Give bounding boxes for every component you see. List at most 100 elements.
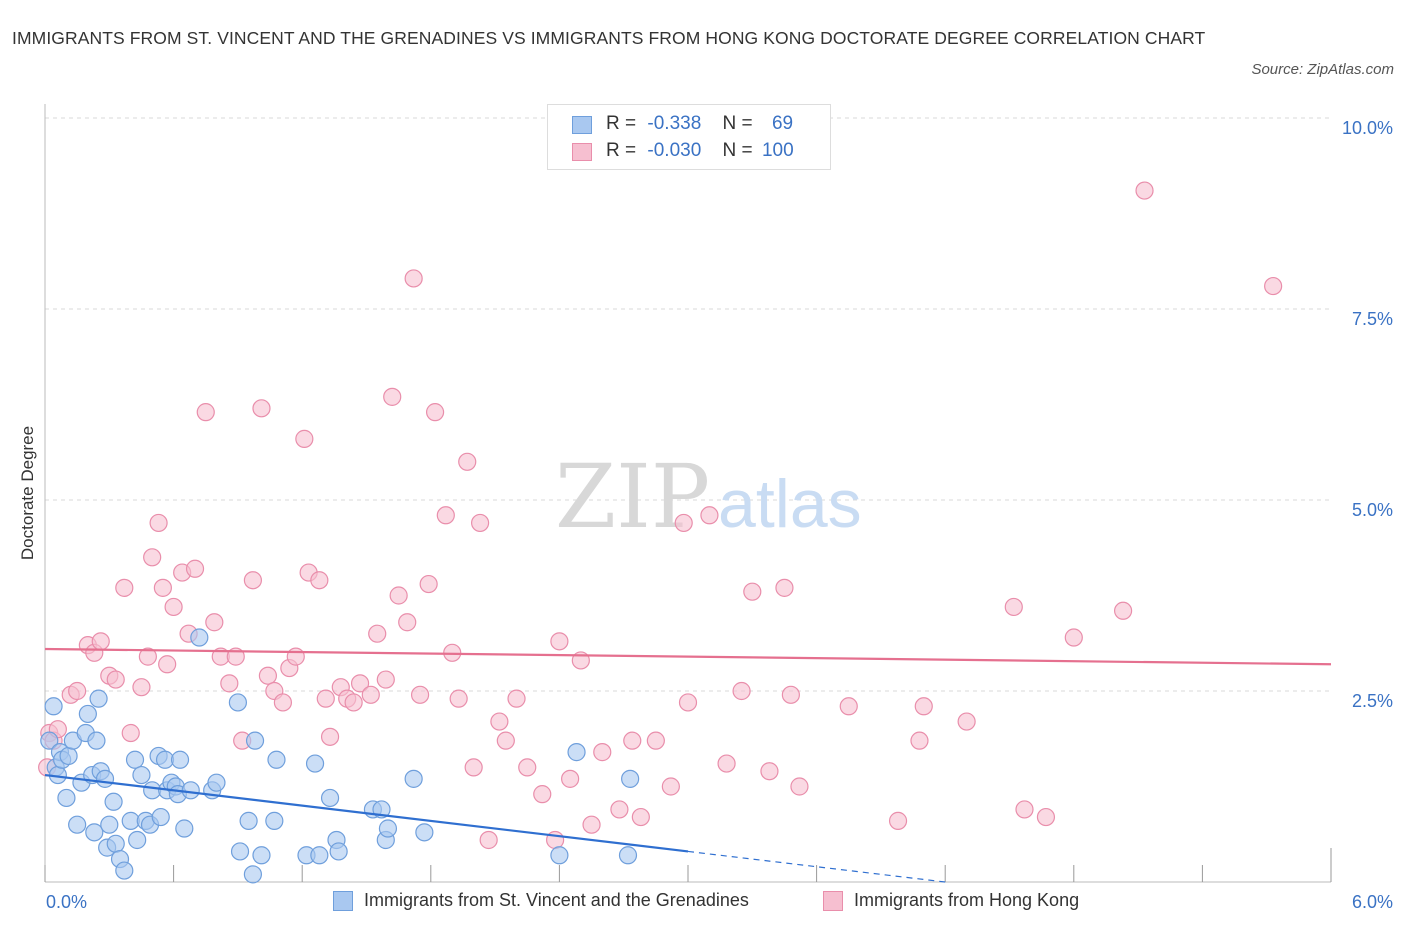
- legend-n-label: N =: [722, 113, 753, 134]
- hong-kong-point: [404, 269, 423, 288]
- st-vincent-point: [125, 750, 145, 769]
- legend-n-value: 69: [771, 113, 794, 134]
- hong-kong-point: [158, 655, 177, 674]
- hong-kong-point: [350, 674, 370, 693]
- hong-kong-point: [91, 632, 110, 651]
- st-vincent-point: [100, 815, 119, 834]
- legend-n-label: N =: [722, 140, 753, 161]
- hong-kong-point: [1113, 601, 1133, 620]
- hong-kong-point: [561, 769, 580, 788]
- hong-kong-point: [273, 693, 293, 712]
- st-vincent-point: [415, 823, 434, 842]
- st-vincent-point: [228, 693, 247, 712]
- y-axis-label: Doctorate Degree: [18, 426, 37, 560]
- hong-kong-point: [1064, 628, 1083, 647]
- hong-kong-point: [425, 403, 445, 422]
- st-vincent-point: [59, 746, 78, 766]
- hong-kong-point: [732, 681, 751, 701]
- legend-r-label: R =: [606, 113, 637, 134]
- legend-label: Immigrants from St. Vincent and the Gren…: [364, 890, 749, 910]
- st-vincent-point: [550, 846, 569, 865]
- watermark: ZIP atlas: [555, 445, 862, 548]
- hong-kong-point: [507, 689, 526, 708]
- y-tick-label: 2.5%: [1352, 691, 1393, 711]
- legend-r-label: R =: [606, 140, 637, 161]
- st-vincent-point: [104, 792, 123, 811]
- st-vincent-point: [239, 811, 258, 830]
- hong-kong-point: [1135, 181, 1154, 200]
- st-vincent-point: [89, 689, 108, 708]
- st-vincent-point: [151, 807, 170, 827]
- axis-labels: 2.5% 5.0% 7.5% 10.0% 0.0% 6.0% Doctorate Degre…: [18, 118, 1393, 912]
- hong-kong-point: [717, 754, 736, 773]
- st-vincent-point: [310, 846, 329, 865]
- source-credit: Source: ZipAtlas.com: [1251, 61, 1394, 78]
- hong-kong-point: [458, 452, 477, 471]
- chart-title: IMMIGRANTS FROM ST. VINCENT AND THE GREN…: [12, 28, 1206, 48]
- hong-kong-point: [368, 624, 387, 643]
- hong-kong-point: [153, 578, 172, 597]
- hong-kong-point: [436, 506, 455, 525]
- st-vincent-point: [267, 750, 286, 769]
- hong-kong-point: [138, 647, 157, 666]
- hong-kong-point: [344, 693, 363, 712]
- hong-kong-point: [775, 578, 794, 597]
- hong-kong-point: [490, 712, 509, 731]
- hong-kong-point: [1264, 276, 1283, 296]
- x-tick-label: 0.0%: [46, 892, 87, 912]
- hong-kong-point: [398, 613, 417, 632]
- st-vincent-point: [68, 815, 87, 834]
- hong-kong-point: [1015, 800, 1034, 819]
- hong-kong-point: [252, 399, 271, 418]
- st-vincent-point: [265, 811, 284, 830]
- st-vincent-point: [40, 731, 59, 750]
- legend-swatch-pink: [823, 891, 843, 911]
- st-vincent-point: [190, 628, 209, 647]
- hong-kong-point: [631, 807, 650, 827]
- st-vincent-point: [115, 861, 134, 880]
- hong-kong-point: [410, 685, 430, 704]
- st-vincent-point: [245, 731, 265, 750]
- hong-kong-point: [310, 571, 329, 590]
- st-vincent-point: [128, 830, 147, 850]
- hong-kong-point: [286, 647, 305, 666]
- hong-kong-point: [149, 513, 168, 533]
- hong-kong-point: [914, 697, 933, 716]
- st-vincent-point: [207, 773, 226, 792]
- hong-kong-point: [449, 689, 468, 708]
- x-tick-label: 6.0%: [1352, 892, 1393, 912]
- hong-kong-point: [888, 811, 908, 830]
- hong-kong-point: [121, 723, 140, 743]
- hong-kong-point: [957, 712, 976, 731]
- hong-kong-point: [674, 513, 693, 533]
- st-vincent-point: [87, 731, 106, 750]
- st-vincent-point: [181, 781, 200, 800]
- legend-r-value: -0.338: [647, 113, 702, 134]
- hong-kong-point: [623, 731, 642, 750]
- hong-kong-point: [464, 758, 483, 777]
- hong-kong-point: [533, 785, 552, 804]
- hong-kong-point: [220, 674, 239, 693]
- hong-kong-point: [376, 670, 395, 689]
- st-vincent-point: [621, 769, 640, 788]
- st-vincent-point: [132, 765, 151, 785]
- hong-kong-point: [361, 685, 380, 704]
- hong-kong-point: [610, 800, 629, 819]
- hong-kong-point: [316, 689, 335, 708]
- hong-kong-point: [243, 571, 263, 590]
- hong-kong-point: [760, 762, 779, 781]
- hong-kong-point: [678, 693, 698, 712]
- legend-n-value: 100: [761, 140, 794, 161]
- hong-kong-point: [164, 597, 183, 617]
- watermark-atlas: atlas: [718, 466, 862, 542]
- hong-kong-point: [185, 559, 205, 578]
- hong-kong-point: [470, 513, 490, 533]
- st-vincent-point: [106, 834, 125, 853]
- st-vincent-point: [95, 769, 115, 788]
- series-st-vincent-points: [40, 628, 640, 884]
- correlation-legend: R = -0.338 N = 69 R = -0.030 N = 100: [547, 104, 831, 170]
- hong-kong-point: [295, 429, 314, 448]
- grid-lines: [45, 117, 1331, 692]
- legend-swatch-pink: [572, 143, 592, 161]
- hong-kong-point: [143, 548, 162, 567]
